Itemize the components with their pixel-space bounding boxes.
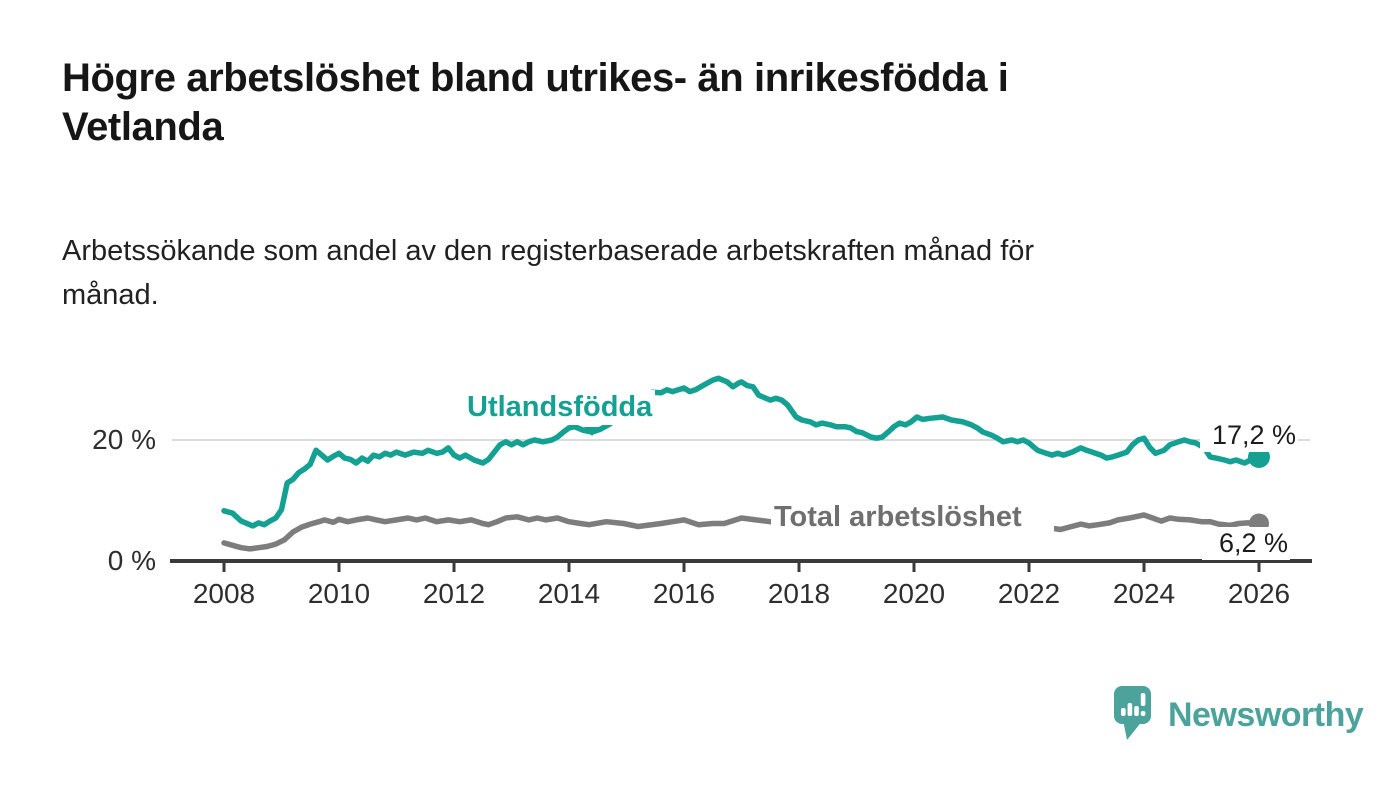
series-line-total <box>221 512 1262 552</box>
subtitle-line-2: månad. <box>62 278 159 311</box>
end-dot-total <box>1249 513 1269 534</box>
series-line-utlandsfodda <box>221 375 1262 529</box>
subtitle-line-1: Arbetssökande som andel av den registerb… <box>62 235 1035 267</box>
newsworthy-logo: Newsworthy <box>1114 686 1364 744</box>
page-title: Högre arbetslöshet bland utrikes- än inr… <box>62 54 1352 152</box>
newsworthy-logo-icon <box>1114 686 1151 740</box>
title-line-2: Vetlanda <box>62 105 224 150</box>
title-line-1: Högre arbetslöshet bland utrikes- än inr… <box>62 56 1009 100</box>
chart-subtitle: Arbetssökande som andel av den registerb… <box>62 230 1292 317</box>
newsworthy-logo-text: Newsworthy <box>1168 695 1364 734</box>
end-dot-utlandsfodda <box>1248 445 1270 468</box>
